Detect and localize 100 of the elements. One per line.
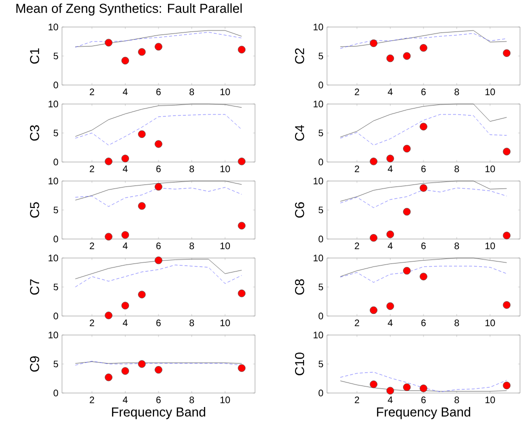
point [104, 158, 112, 166]
y-tick-label: 5 [54, 130, 58, 136]
y-axis-title: C5 [30, 202, 40, 218]
x-tick-label: 10 [220, 242, 230, 250]
point [154, 42, 162, 51]
x-tick-label: 6 [421, 396, 426, 404]
y-tick-label: 10 [314, 178, 324, 184]
x-tick-label: 4 [388, 242, 393, 250]
point [420, 44, 428, 52]
y-tick-label: 5 [318, 360, 324, 368]
point [138, 360, 146, 368]
point [403, 266, 411, 275]
point [104, 374, 112, 382]
x-tick-label: 4 [122, 88, 128, 96]
y-tick-label: 5 [54, 360, 58, 368]
chart-title: Mean of Zeng Synthetics: Fault Parallel [16, 3, 242, 16]
point [121, 56, 130, 64]
x-tick-label: 6 [421, 320, 426, 326]
x-axis-title: Frequency Band [377, 407, 470, 420]
x-tick-label: 2 [90, 88, 94, 96]
line-series [340, 33, 507, 49]
y-axis-title: C7 [30, 279, 40, 295]
point [386, 154, 394, 162]
x-tick-label: 8 [454, 88, 460, 96]
point [502, 301, 510, 309]
point [154, 256, 162, 264]
point [370, 158, 378, 166]
x-tick-label: 10 [220, 396, 230, 404]
x-tick-label: 4 [122, 242, 128, 250]
y-tick-label: 0 [318, 82, 324, 88]
x-tick-label: 8 [190, 166, 194, 172]
point [370, 39, 378, 48]
point [238, 290, 246, 298]
point [502, 49, 510, 57]
y-tick-label: 0 [318, 158, 324, 166]
y-tick-label: 5 [54, 284, 58, 290]
point [420, 122, 428, 130]
x-tick-label: 6 [156, 88, 161, 96]
line-series [75, 114, 242, 146]
point [104, 232, 112, 240]
point [502, 382, 510, 390]
line-series [340, 180, 507, 202]
point [238, 46, 246, 54]
line-series [340, 372, 507, 392]
x-tick-label: 10 [220, 166, 230, 172]
y-tick-label: 10 [48, 100, 58, 108]
point [121, 302, 130, 310]
y-tick-label: 5 [54, 52, 58, 60]
y-axis-title: C3 [30, 125, 40, 141]
y-tick-label: 5 [318, 52, 324, 60]
x-tick-label: 10 [220, 320, 230, 326]
point [104, 312, 112, 320]
y-axis-title: C2 [295, 48, 304, 64]
point [403, 52, 411, 60]
point [420, 272, 428, 280]
point [370, 306, 378, 314]
y-tick-label: 0 [54, 236, 58, 242]
y-tick-label: 5 [54, 206, 58, 214]
x-tick-label: 2 [354, 88, 360, 96]
point [154, 183, 162, 191]
line-series [340, 104, 507, 138]
x-tick-label: 2 [354, 320, 360, 326]
x-tick-label: 10 [486, 166, 495, 172]
y-tick-label: 10 [48, 254, 58, 262]
y-axis-title: C4 [295, 125, 304, 141]
y-tick-label: 0 [54, 312, 58, 320]
x-tick-label: 10 [486, 320, 495, 326]
point [386, 54, 394, 62]
x-tick-label: 8 [190, 88, 194, 96]
x-tick-label: 2 [354, 396, 360, 404]
x-tick-label: 10 [486, 88, 495, 96]
y-tick-label: 5 [318, 130, 324, 136]
point [403, 144, 411, 152]
line-series [340, 114, 507, 146]
x-tick-label: 6 [421, 166, 426, 172]
y-tick-label: 0 [54, 82, 58, 88]
point [386, 230, 394, 238]
point [238, 222, 246, 230]
x-tick-label: 4 [122, 320, 128, 326]
x-tick-label: 6 [156, 242, 161, 250]
point [138, 48, 146, 56]
point [370, 234, 378, 242]
point [420, 384, 428, 392]
x-tick-label: 8 [454, 242, 460, 250]
y-axis-title: C1 [30, 48, 40, 64]
point [121, 367, 130, 375]
y-tick-label: 5 [318, 284, 324, 290]
point [420, 184, 428, 192]
y-tick-label: 10 [48, 178, 58, 184]
y-tick-label: 10 [314, 254, 324, 262]
x-tick-label: 6 [421, 88, 426, 96]
point [238, 364, 246, 372]
point [138, 290, 146, 298]
y-tick-label: 10 [48, 332, 58, 338]
x-tick-label: 2 [90, 242, 94, 250]
x-tick-label: 2 [90, 166, 94, 172]
point [121, 154, 130, 162]
x-tick-label: 4 [122, 396, 128, 404]
x-tick-label: 6 [156, 320, 161, 326]
x-tick-label: 2 [90, 320, 94, 326]
